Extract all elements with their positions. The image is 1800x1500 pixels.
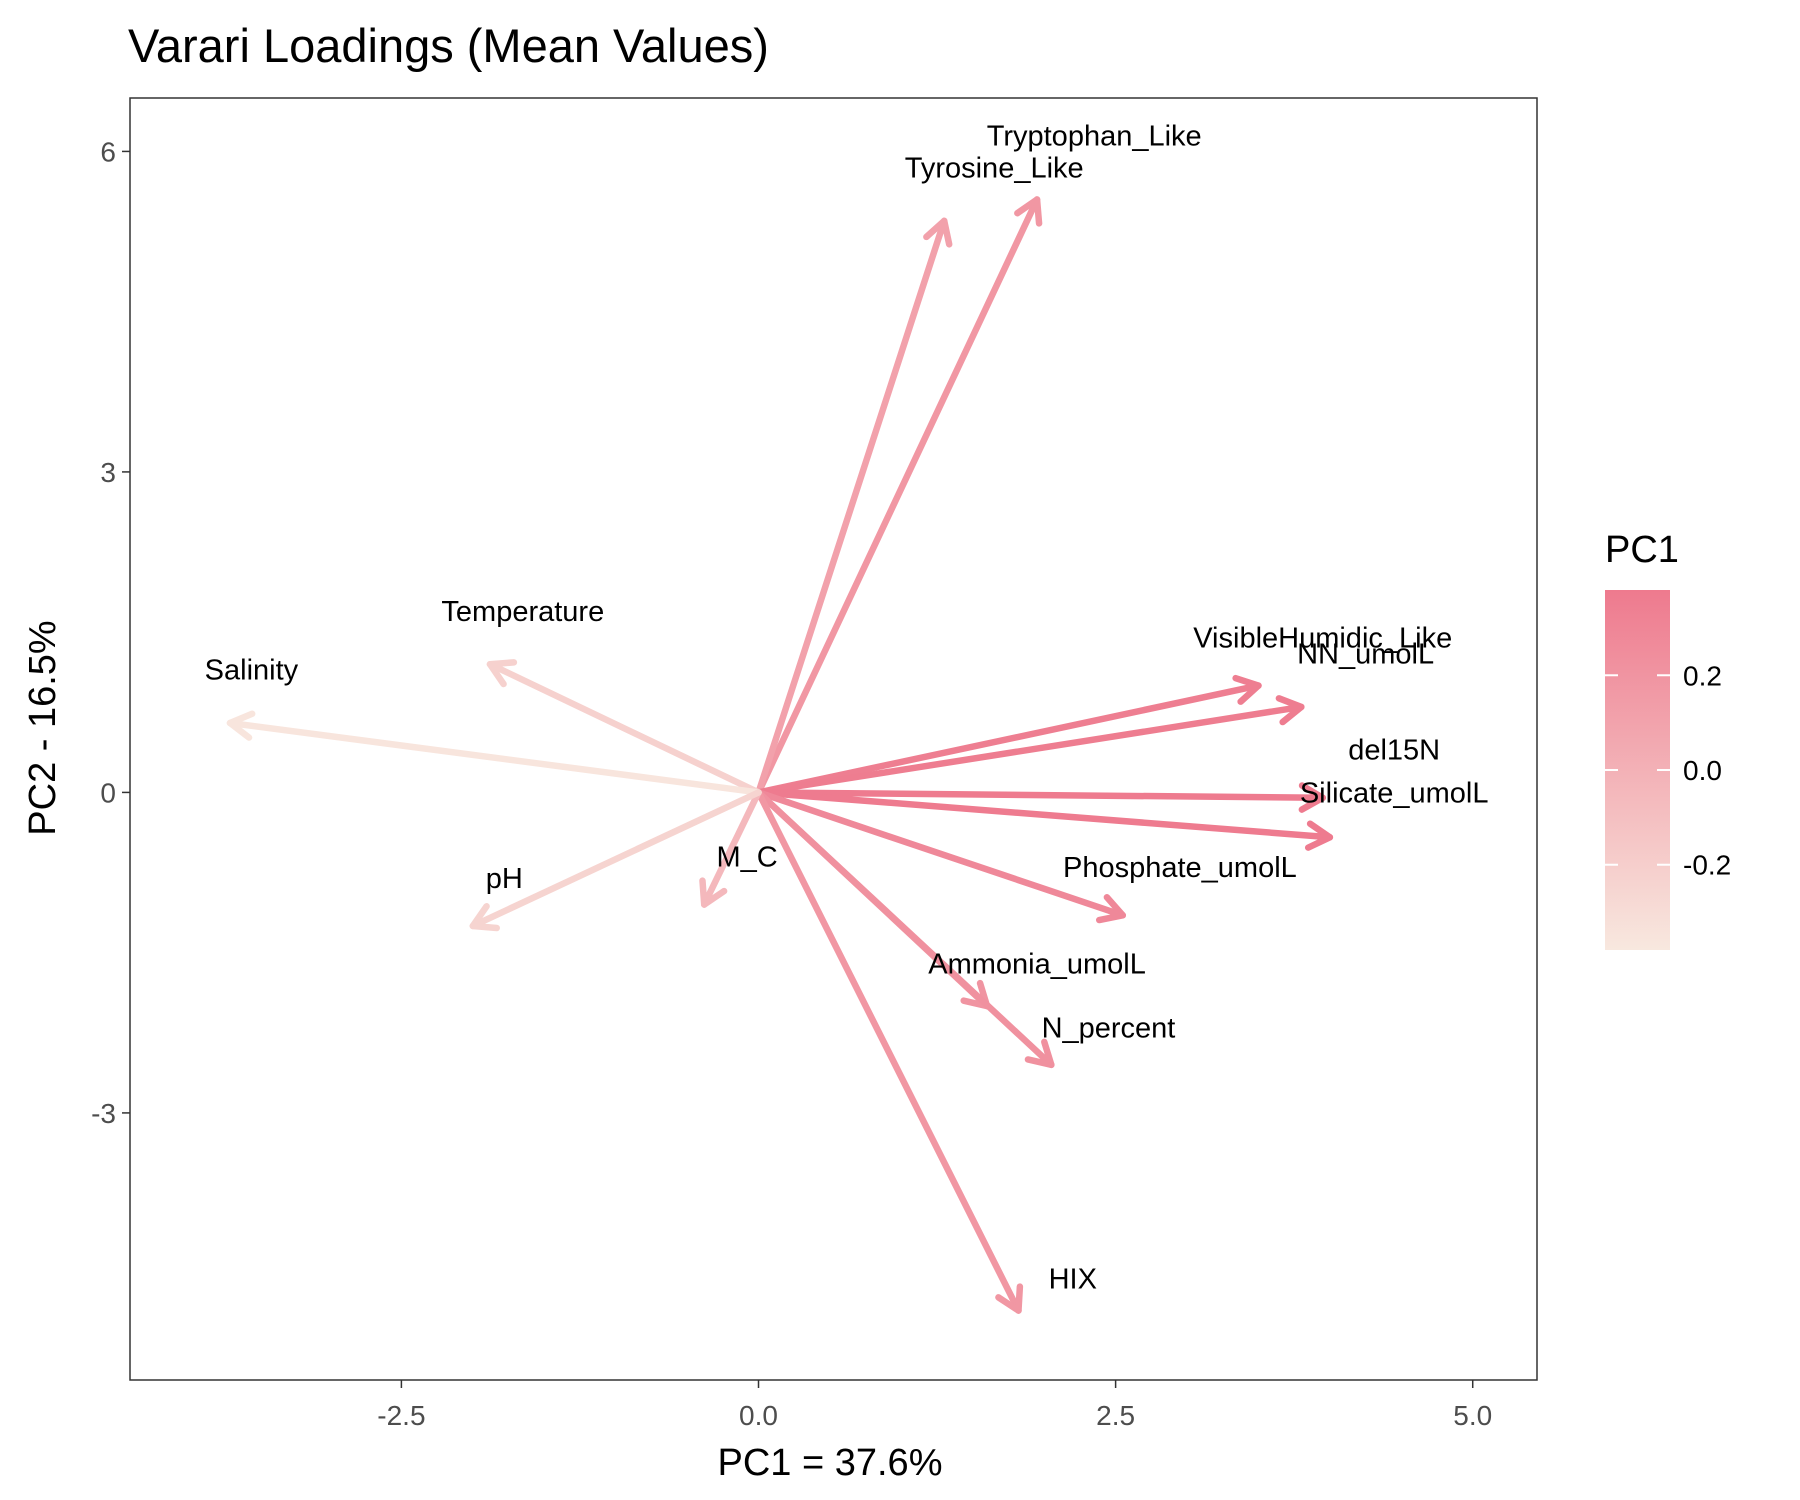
loading-arrow <box>700 789 762 908</box>
loading-arrow <box>755 789 1326 802</box>
plot-panel: -2.5 0.0 2.5 5.0 -3 0 3 6 Tryptophan_LikeTyrosin… <box>91 97 1538 1431</box>
chart-title: Varari Loadings (Mean Values) <box>128 19 769 72</box>
y-axis-title: PC2 - 16.5% <box>22 620 64 835</box>
loading-label: HIX <box>1049 1264 1097 1296</box>
y-tick-label: -3 <box>91 1098 116 1129</box>
y-tick-label: 6 <box>100 136 116 167</box>
loading-arrowhead <box>469 903 500 932</box>
loading-label: Silicate_umolL <box>1300 777 1489 809</box>
loading-arrowhead <box>923 217 953 248</box>
loading-label: Ammonia_umolL <box>928 948 1146 980</box>
loading-arrowhead <box>1095 894 1127 924</box>
loading-arrowhead <box>1298 782 1326 813</box>
loading-arrowhead <box>995 1283 1024 1314</box>
loading-arrowhead <box>1232 674 1262 705</box>
legend-tick-label: -0.2 <box>1683 850 1731 881</box>
loading-label: pH <box>486 863 523 895</box>
loading-arrow <box>486 660 762 796</box>
loading-arrowhead <box>486 659 518 688</box>
loading-arrow <box>755 789 1334 841</box>
loading-label: VisibleHumidic_Like <box>1193 623 1452 655</box>
x-tick-label: -2.5 <box>377 1400 425 1431</box>
legend-title: PC1 <box>1605 529 1679 571</box>
legend: PC1 0.2 0.0 -0.2 <box>1605 529 1731 950</box>
loading-arrowhead <box>226 710 256 741</box>
legend-tick-label: 0.0 <box>1683 755 1722 786</box>
loading-label: Temperature <box>441 596 604 628</box>
loading-arrow <box>755 682 1262 796</box>
loading-arrowhead <box>1024 1038 1055 1069</box>
loading-label: N_percent <box>1042 1012 1176 1044</box>
loading-arrow <box>469 789 762 930</box>
loading-label: NN_umolL <box>1297 639 1434 671</box>
loading-label: del15N <box>1348 735 1440 767</box>
loading-label: Salinity <box>205 655 299 687</box>
loading-arrowhead <box>1014 196 1043 227</box>
loading-label: Tryptophan_Like <box>987 120 1202 152</box>
legend-tick-label: 0.2 <box>1683 660 1722 691</box>
loading-arrowhead <box>1275 695 1305 726</box>
loading-arrow <box>755 789 1055 1069</box>
loading-arrow <box>755 217 948 796</box>
loading-arrow <box>755 196 1041 796</box>
x-tick-label: 2.5 <box>1096 1400 1135 1431</box>
y-tick-label: 3 <box>100 457 116 488</box>
loading-arrow <box>226 719 762 796</box>
x-tick-label: 5.0 <box>1453 1400 1492 1431</box>
loading-label: M_C <box>716 842 777 874</box>
loading-arrow <box>755 703 1305 796</box>
loading-label: Tyrosine_Like <box>905 152 1084 184</box>
loading-arrowhead <box>699 877 728 908</box>
y-tick-label: 0 <box>100 777 116 808</box>
loading-arrow <box>755 789 1127 919</box>
loading-arrow <box>755 789 1022 1314</box>
loading-label: Phosphate_umolL <box>1063 852 1297 884</box>
x-axis-title: PC1 = 37.6% <box>718 1442 943 1484</box>
loading-arrowhead <box>1304 820 1334 851</box>
x-tick-label: 0.0 <box>739 1400 778 1431</box>
